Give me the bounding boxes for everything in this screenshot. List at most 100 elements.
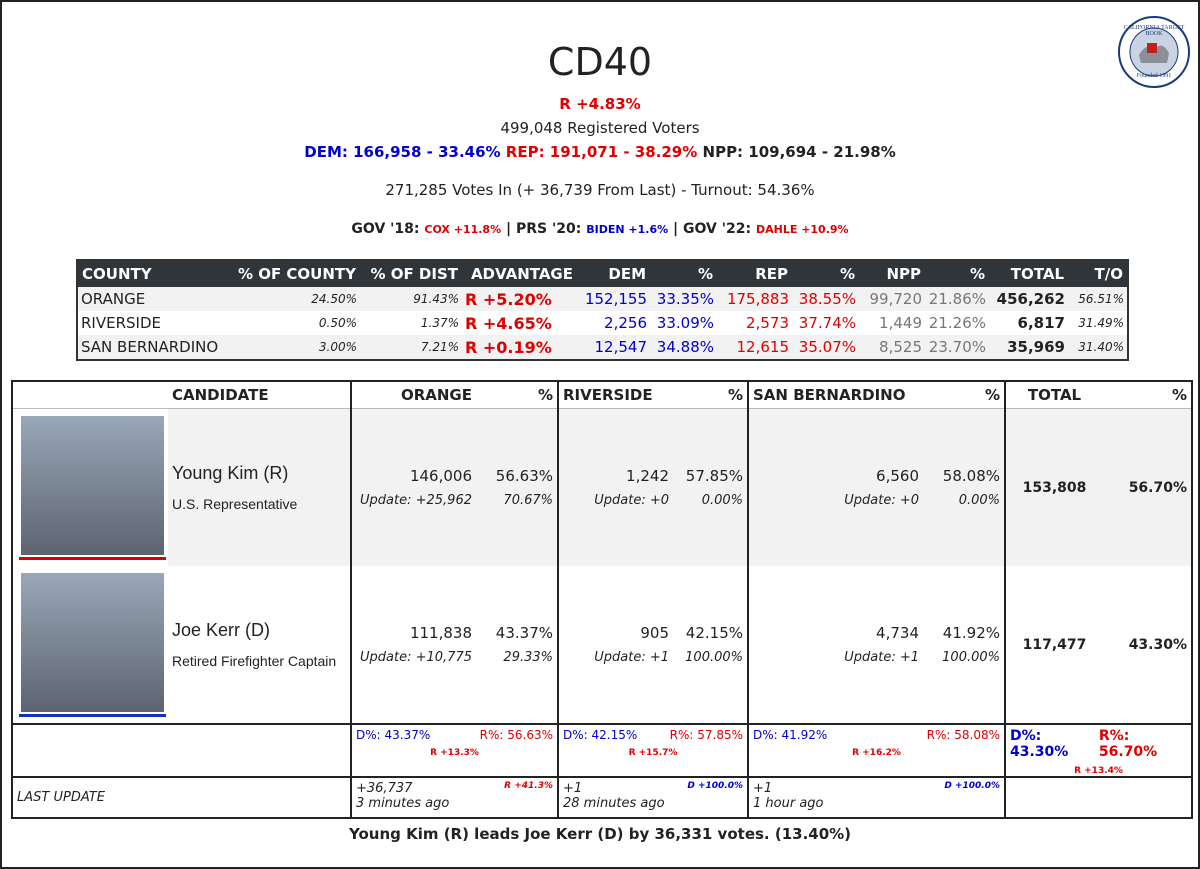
race-label: PRS '20: [516, 221, 582, 237]
footer: Young Kim (R) leads Joe Kerr (D) by 36,3… [348, 825, 852, 843]
cell: 2,573 [746, 314, 789, 332]
registered-voters: 499,048 Registered Voters [500, 119, 700, 137]
pct: 42.15% [685, 624, 743, 642]
votes: 4,734 [876, 624, 919, 642]
update: Update: +25,962 [360, 493, 472, 508]
column-header: % [650, 260, 717, 287]
update-votes: +1 [563, 781, 583, 796]
cell: 33.35% [650, 287, 717, 311]
update: Update: +0 [844, 493, 919, 508]
votes: 111,838 [409, 624, 472, 642]
column-header: % [673, 381, 749, 409]
cell: 7.21% [360, 335, 462, 360]
candidate-title: U.S. Representative [172, 496, 298, 512]
margin: R +13.3% [430, 748, 479, 758]
column-header: T/O [1068, 260, 1128, 287]
cell: 0.50% [318, 316, 357, 330]
candidate-name: Young Kim (R) [172, 463, 289, 483]
cell: 31.49% [1078, 316, 1124, 330]
candidate-cell: Young Kim (R) U.S. Representative [168, 408, 352, 566]
votes: 146,006 [409, 467, 472, 485]
npp-registration: NPP: 109,694 - 21.98% [702, 143, 896, 161]
advantage: R +4.83% [559, 95, 641, 113]
column-header: CANDIDATE [168, 381, 352, 409]
column-header: DEM [577, 260, 650, 287]
votes-in: 271,285 Votes In (+ 36,739 From Last) - … [385, 181, 815, 199]
table-head: COUNTY% OF COUNTY% OF DIST ADVANTAGE DEM% R… [77, 260, 1128, 287]
race-result: BIDEN +1.6% [586, 223, 669, 236]
cell: 21.86% [925, 287, 989, 311]
cell: 3.00% [230, 335, 360, 360]
cell: R +5.20% [462, 287, 577, 311]
pct-cell: 41.92% 100.00% [923, 566, 1006, 724]
votes-cell: 1,242 Update: +0 [558, 408, 673, 566]
rep-pct: R%: 56.63% [479, 728, 553, 742]
cell: 21.26% [928, 314, 986, 332]
update-time: 3 minutes ago [356, 796, 450, 811]
summary-cell: D%: 43.30% R%: 56.70% R +13.4% [1005, 723, 1192, 777]
total-pct: 56.70% [1103, 408, 1192, 566]
update-shift: D +100.0% [687, 781, 743, 791]
last-update-cell: +1 D +100.0% 1 hour ago [748, 776, 1006, 818]
cell: R +4.65% [465, 313, 552, 333]
pct: 57.85% [685, 467, 743, 485]
logo-badge [1118, 16, 1190, 88]
cell: 37.74% [798, 314, 856, 332]
logo-text: Founded 1991 [1136, 73, 1172, 79]
dem-pct: D%: 41.92% [753, 728, 828, 742]
county-row: RIVERSIDE 0.50% 1.37% R +4.65% 2,256 33.09% 2,… [77, 311, 1128, 335]
last-update-label: LAST UPDATE [12, 776, 352, 818]
pct-cell: 58.08% 0.00% [923, 408, 1006, 566]
update: Update: +1 [594, 650, 669, 665]
margin: R +16.2% [852, 748, 901, 758]
column-header: % OF DIST [360, 260, 462, 287]
pct: 56.63% [495, 467, 553, 485]
summary-row: D%: 43.37% R%: 56.63% R +13.3% D%: 42.15% R%… [12, 723, 1192, 777]
update-pct: 0.00% [958, 493, 1000, 508]
party-underline [19, 713, 166, 717]
logo-text: CALIFORNIA TARGET BOOK [1123, 25, 1185, 37]
cell: ORANGE [77, 287, 230, 311]
votes: 6,560 [876, 467, 919, 485]
cell: 33.09% [656, 314, 714, 332]
cell: 456,262 [989, 287, 1068, 311]
last-update-top: +1 D +100.0% [753, 781, 1000, 796]
column-header: TOTAL [1005, 381, 1103, 409]
cell: 12,615 [717, 335, 792, 360]
photo-cell [12, 408, 168, 566]
cell: 175,883 [717, 287, 792, 311]
cell: 8,525 [859, 335, 925, 360]
column-header: COUNTY [77, 260, 230, 287]
column-header: ADVANTAGE [462, 260, 577, 287]
summary-cell: D%: 41.92% R%: 58.08% R +16.2% [748, 723, 1006, 777]
pct: 43.37% [495, 624, 553, 642]
race-result: DAHLE +10.9% [755, 223, 849, 236]
votes-cell: 905 Update: +1 [558, 566, 673, 724]
rep-pct: R%: 58.08% [926, 728, 1000, 742]
last-update-row: LAST UPDATE +36,737 R +41.3% 3 minutes ago +… [12, 776, 1192, 818]
cell: 38.55% [792, 287, 859, 311]
dem-registration: DEM: 166,958 - 33.46% [304, 143, 501, 161]
pct-cell: 43.37% 29.33% [476, 566, 559, 724]
last-update-cell: +1 D +100.0% 28 minutes ago [558, 776, 749, 818]
column-header: % [476, 381, 559, 409]
cell: 1.37% [420, 316, 459, 330]
pct: 41.92% [942, 624, 1000, 642]
table-body: CANDIDATE ORANGE% RIVERSIDE% SAN BERNARDINO… [12, 381, 1192, 818]
dem-pct: D%: 43.30% [1010, 728, 1069, 760]
last-update-top: +36,737 R +41.3% [356, 781, 553, 796]
votes-cell: 111,838 Update: +10,775 [351, 566, 476, 724]
votes-cell: 6,560 Update: +0 [748, 408, 923, 566]
pct-cell: 57.85% 0.00% [673, 408, 749, 566]
candidate-row: Joe Kerr (D) Retired Firefighter Captain 1… [12, 566, 1192, 724]
update-time: 28 minutes ago [563, 796, 665, 811]
pct: 58.08% [942, 467, 1000, 485]
update-pct: 70.67% [503, 493, 553, 508]
photo-header [12, 381, 168, 409]
summary-cell: D%: 43.37% R%: 56.63% R +13.3% [351, 723, 559, 777]
cell: RIVERSIDE [81, 314, 161, 332]
candidate-photo [21, 572, 164, 712]
cell: 34.88% [650, 335, 717, 360]
update-votes: +1 [753, 781, 773, 796]
